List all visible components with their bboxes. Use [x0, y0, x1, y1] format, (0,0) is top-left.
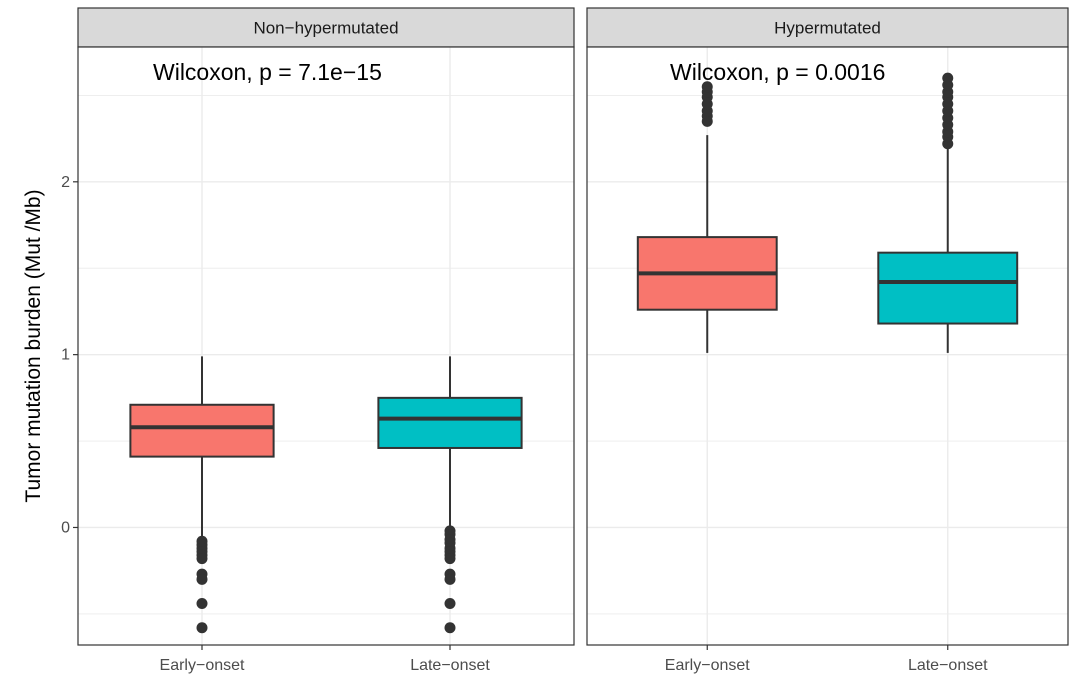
facet-strip [586, 7, 1069, 48]
x-tick-label: Early−onset [665, 657, 750, 674]
y-tick-label: 0 [61, 519, 70, 536]
outlier-point [196, 622, 208, 634]
panels: Non−hypermutated Wilcoxon, p = 7.1e−15 Ear… [77, 7, 1069, 674]
facet-title: Non−hypermutated [253, 19, 398, 38]
panel-border [77, 46, 575, 646]
facet-title: Hypermutated [774, 19, 881, 38]
outlier-point [196, 573, 208, 585]
box [377, 396, 523, 449]
y-axis-title-group: Tumor mutation burden (Mut /Mb) [22, 189, 45, 502]
x-tick-label: Early−onset [160, 657, 245, 674]
wilcoxon-annotation: Wilcoxon, p = 7.1e−15 [153, 59, 382, 85]
box-group [636, 81, 778, 353]
outlier-point [444, 622, 456, 634]
outlier-point [196, 598, 208, 610]
outlier-point [444, 553, 456, 565]
plot-background [78, 47, 574, 645]
plot-background [587, 47, 1068, 645]
facet-panel: Non−hypermutated Wilcoxon, p = 7.1e−15 Ear… [77, 7, 575, 674]
box [129, 403, 275, 458]
outlier-point [701, 81, 713, 93]
x-tick-label: Late−onset [908, 657, 988, 674]
outlier-point [444, 573, 456, 585]
outlier-point [942, 72, 954, 84]
outlier-point [444, 598, 456, 610]
facet-panel: Hypermutated Wilcoxon, p = 0.0016 Early−on… [586, 7, 1069, 674]
y-axis-title: Tumor mutation burden (Mut /Mb) [22, 189, 45, 502]
facet-strip [77, 7, 575, 48]
box-group [877, 72, 1019, 353]
outlier-point [196, 553, 208, 565]
x-tick-label: Late−onset [410, 657, 490, 674]
panel-border [586, 46, 1069, 646]
y-tick-label: 2 [61, 174, 70, 191]
y-tick-label: 1 [61, 347, 70, 364]
box-group [377, 356, 523, 634]
box [877, 251, 1019, 325]
wilcoxon-annotation: Wilcoxon, p = 0.0016 [670, 59, 885, 85]
box-group [129, 356, 275, 634]
